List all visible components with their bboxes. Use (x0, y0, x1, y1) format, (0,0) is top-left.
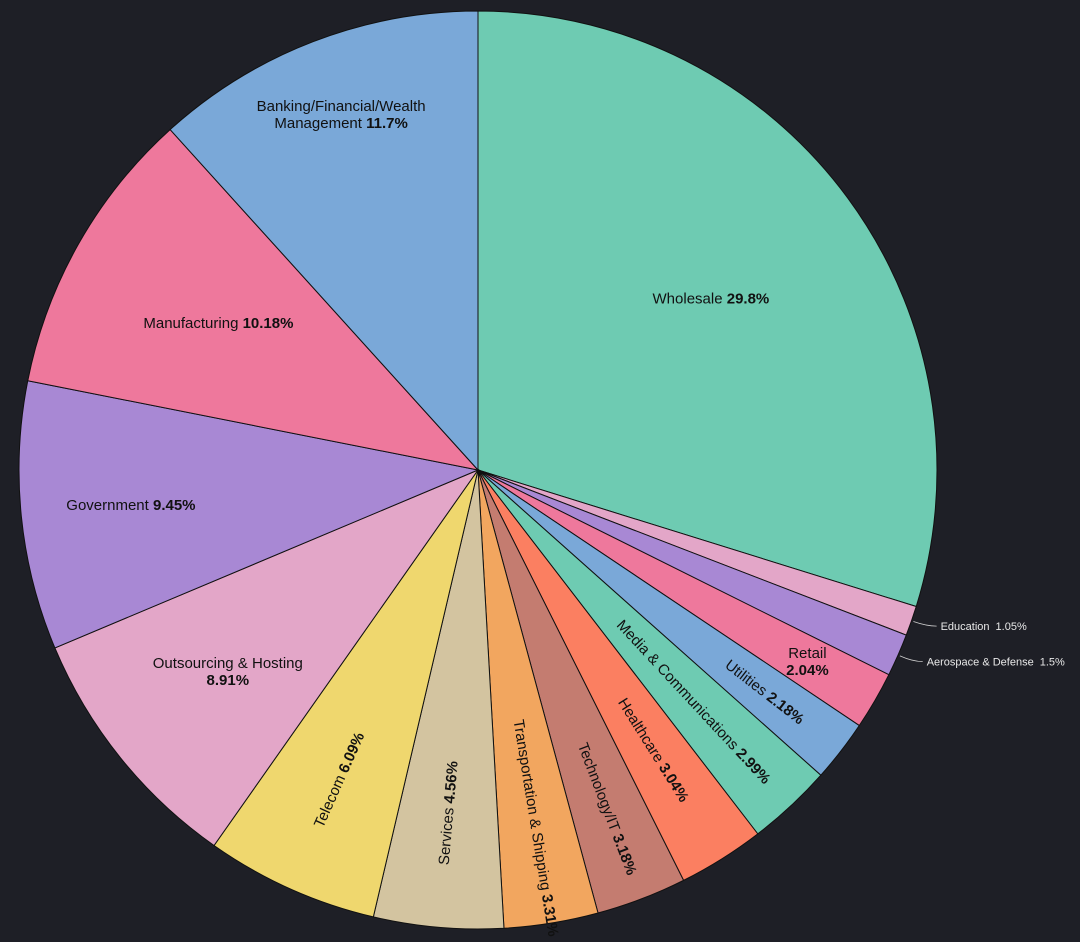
label-aerospace-defense: Aerospace & Defense 1.5% (927, 657, 1065, 669)
label-education: Education 1.05% (941, 621, 1027, 633)
leader-aerospace-defense (899, 655, 923, 662)
slice-telecom[interactable] (213, 469, 479, 918)
leader-education (913, 621, 937, 627)
slice-manufacturing[interactable] (27, 128, 480, 471)
label-government: Government 9.45% (66, 497, 195, 514)
label-services: Services 4.56% (436, 760, 462, 865)
slice-banking-financial-wealth-management[interactable] (169, 10, 479, 472)
slice-wholesale[interactable] (477, 10, 938, 608)
label-retail: Retail 2.04% (786, 645, 829, 679)
pie-slices (18, 10, 938, 930)
label-wholesale: Wholesale 29.8% (653, 291, 770, 308)
label-manufacturing: Manufacturing 10.18% (143, 315, 293, 332)
label-banking-financial-wealth-management: Banking/Financial/Wealth Management 11.7% (257, 98, 426, 132)
slice-outsourcing-hosting[interactable] (54, 468, 480, 847)
label-outsourcing-hosting: Outsourcing & Hosting 8.91% (153, 655, 303, 689)
